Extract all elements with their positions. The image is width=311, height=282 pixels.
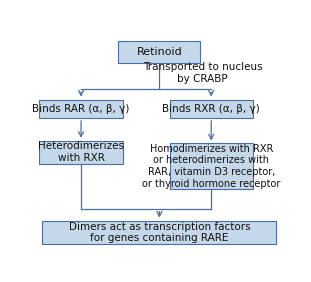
Text: Binds RAR (α, β, γ): Binds RAR (α, β, γ) <box>32 104 130 114</box>
Text: Dimers act as transcription factors
for genes containing RARE: Dimers act as transcription factors for … <box>68 222 250 243</box>
FancyBboxPatch shape <box>118 41 200 63</box>
FancyBboxPatch shape <box>39 141 123 164</box>
FancyBboxPatch shape <box>43 221 276 244</box>
FancyBboxPatch shape <box>169 100 253 118</box>
Text: Retinoid: Retinoid <box>137 47 182 57</box>
Text: Heterodimerizes
with RXR: Heterodimerizes with RXR <box>38 141 124 163</box>
Text: Binds RXR (α, β, γ): Binds RXR (α, β, γ) <box>162 104 260 114</box>
FancyBboxPatch shape <box>39 100 123 118</box>
Text: Homodimerizes with RXR
or heterodimerizes with
RAR, vitamin D3 receptor,
or thyr: Homodimerizes with RXR or heterodimerize… <box>142 144 281 189</box>
FancyBboxPatch shape <box>169 144 253 189</box>
Text: Transported to nucleus
by CRABP: Transported to nucleus by CRABP <box>143 62 262 84</box>
